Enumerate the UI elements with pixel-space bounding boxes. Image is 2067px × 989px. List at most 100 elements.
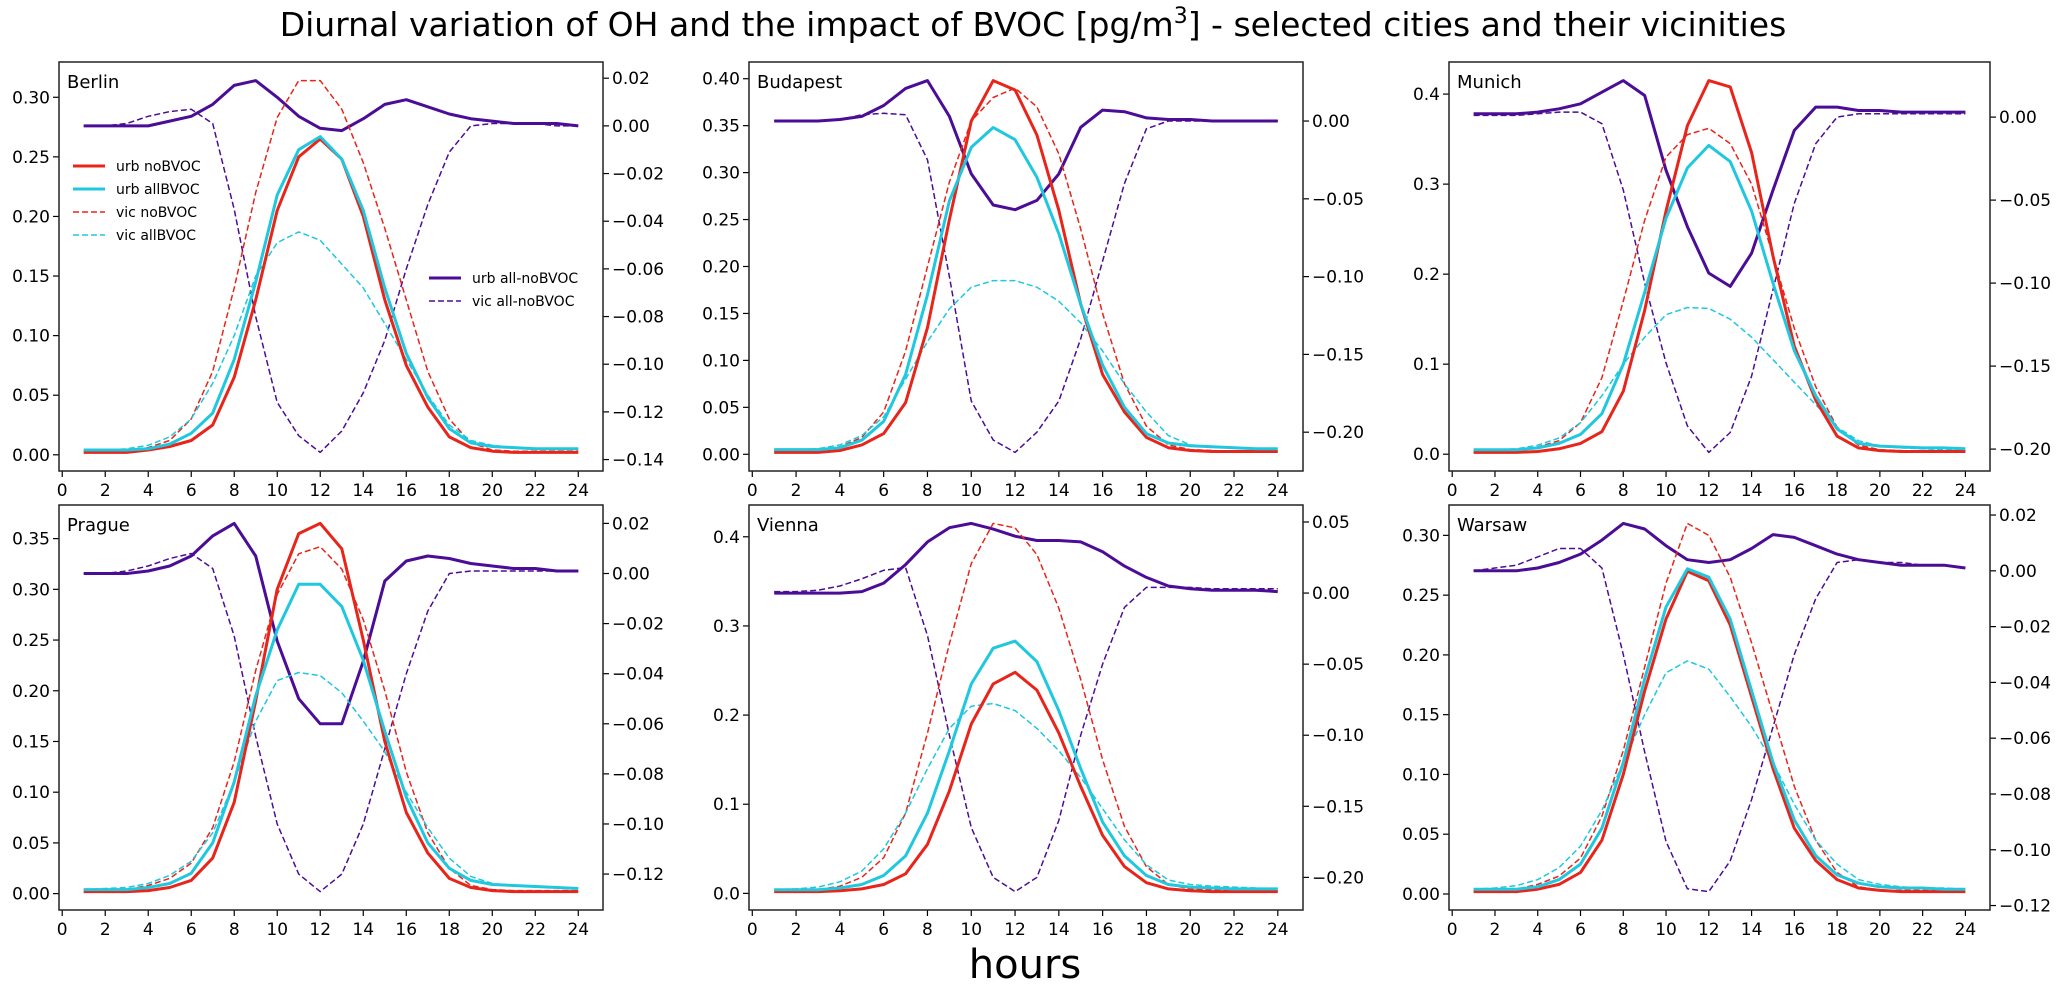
- x-tick-label: 14: [1048, 920, 1070, 940]
- right-y-tick-label: 0.00: [1999, 562, 2037, 582]
- series-line-vic-diff: [1473, 547, 1966, 893]
- x-tick-label: 20: [1179, 920, 1201, 940]
- series-line-urb-diff: [1473, 79, 1966, 288]
- x-tick-label: 10: [960, 920, 982, 940]
- right-y-tick-label: −0.10: [1312, 268, 1364, 288]
- left-y-tick-label: 0.30: [702, 164, 740, 184]
- x-tick-label: 8: [922, 920, 933, 940]
- x-tick-label: 22: [524, 920, 546, 940]
- left-y-tick-label: 0.05: [1402, 825, 1440, 845]
- legend-label: vic noBVOC: [116, 205, 197, 221]
- x-tick-label: 4: [1532, 481, 1543, 501]
- left-y-tick-label: 0.25: [1402, 586, 1440, 606]
- chart-title-suffix: ] - selected cities and their vicinities: [1188, 5, 1787, 44]
- x-tick-label: 14: [1048, 481, 1070, 501]
- x-tick-label: 0: [57, 481, 68, 501]
- x-tick-label: 4: [143, 920, 154, 940]
- right-y-tick-label: −0.04: [1999, 673, 2051, 693]
- x-tick-label: 8: [229, 920, 240, 940]
- series-line-urb-allBVOC: [1473, 567, 1966, 891]
- left-y-tick-label: 0.1: [713, 795, 740, 815]
- series-line-urb-allBVOC: [774, 639, 1278, 892]
- right-y-tick-label: −0.02: [1999, 618, 2051, 638]
- right-y-tick-label: −0.02: [612, 165, 664, 185]
- right-y-tick-label: 0.05: [1312, 513, 1350, 533]
- legend-left: urb noBVOC urb allBVOC vic noBVOC vic allBV…: [73, 159, 201, 244]
- x-tick-label: 20: [481, 481, 503, 501]
- x-tick-label: 12: [1698, 481, 1720, 501]
- x-tick-label: 20: [1869, 920, 1891, 940]
- right-y-tick-label: −0.04: [612, 212, 664, 232]
- x-tick-label: 16: [1784, 920, 1806, 940]
- left-y-tick-label: 0.20: [702, 258, 740, 278]
- right-y-tick-label: 0.00: [612, 565, 650, 585]
- x-tick-label: 18: [1826, 920, 1848, 940]
- left-y-tick-label: 0.35: [12, 530, 50, 550]
- left-y-tick-label: 0.10: [702, 351, 740, 371]
- left-y-tick-label: 0.25: [12, 148, 50, 168]
- series-line-urb-diff: [774, 79, 1278, 212]
- left-y-tick-label: 0.15: [12, 267, 50, 287]
- right-y-tick-label: −0.10: [1999, 841, 2051, 861]
- series-line-vic-allBVOC: [774, 702, 1278, 891]
- left-y-tick-label: 0.30: [12, 88, 50, 108]
- x-axis-label: hours: [969, 942, 1081, 988]
- x-tick-label: 0: [1447, 481, 1458, 501]
- series-line-urb-noBVOC: [1473, 79, 1966, 454]
- panel-warsaw: 0 2 4 6 8 10 12 14 16 18 20 22 240.000.050.100.150.2…: [1402, 504, 2051, 940]
- series-line-vic-diff: [774, 566, 1278, 893]
- right-y-tick-label: −0.05: [1312, 190, 1364, 210]
- left-y-tick-label: 0.3: [713, 617, 740, 637]
- panel-title: Vienna: [757, 515, 819, 536]
- series-group: [83, 79, 579, 454]
- left-y-tick-label: 0.25: [12, 631, 50, 651]
- right-y-tick-label: 0.02: [1999, 506, 2037, 526]
- left-y-tick-label: 0.00: [702, 445, 740, 465]
- x-tick-label: 6: [1575, 920, 1586, 940]
- series-line-vic-diff: [83, 552, 579, 893]
- right-y-tick-label: −0.04: [612, 665, 664, 685]
- x-tick-label: 6: [1575, 481, 1586, 501]
- legend-label: vic allBVOC: [116, 228, 196, 244]
- x-tick-label: 10: [266, 920, 288, 940]
- left-y-tick-label: 0.10: [12, 783, 50, 803]
- right-y-tick-label: 0.00: [1312, 112, 1350, 132]
- left-y-tick-label: 0.15: [702, 304, 740, 324]
- panel-prague: 0 2 4 6 8 10 12 14 16 18 20 22 240.000.050.100.150.2…: [12, 504, 664, 940]
- legend-label: urb allBVOC: [116, 182, 200, 198]
- series-group: [774, 79, 1278, 454]
- series-line-vic-diff: [1473, 111, 1966, 454]
- left-y-tick-label: 0.00: [12, 446, 50, 466]
- panel-vienna: 0 2 4 6 8 10 12 14 16 18 20 22 240.00.10.20.30.40.05…: [713, 504, 1364, 940]
- series-group: [1473, 79, 1966, 454]
- series-line-vic-allBVOC: [774, 279, 1278, 452]
- right-y-tick-label: −0.20: [1312, 868, 1364, 888]
- right-y-tick-label: −0.12: [612, 865, 664, 885]
- right-y-tick-label: 0.00: [1312, 584, 1350, 604]
- legend-right: urb all-noBVOC vic all-noBVOC: [429, 271, 578, 310]
- right-y-tick-label: −0.20: [1312, 423, 1364, 443]
- x-tick-label: 2: [1490, 481, 1501, 501]
- left-y-tick-label: 0.30: [12, 580, 50, 600]
- left-y-tick-label: 0.1: [1413, 355, 1440, 375]
- x-tick-label: 0: [57, 920, 68, 940]
- series-line-vic-diff: [83, 108, 579, 454]
- x-tick-label: 4: [834, 481, 845, 501]
- right-y-tick-label: −0.06: [612, 260, 664, 280]
- x-tick-label: 12: [309, 920, 331, 940]
- x-tick-label: 2: [791, 920, 802, 940]
- x-tick-label: 2: [791, 481, 802, 501]
- right-y-tick-label: 0.02: [612, 514, 650, 534]
- series-line-urb-allBVOC: [83, 582, 579, 892]
- x-tick-label: 6: [878, 920, 889, 940]
- x-tick-label: 14: [352, 481, 374, 501]
- x-tick-label: 12: [309, 481, 331, 501]
- x-tick-label: 22: [1912, 920, 1934, 940]
- series-line-urb-noBVOC: [1473, 569, 1966, 894]
- x-tick-label: 22: [1223, 481, 1245, 501]
- legend-label: urb all-noBVOC: [472, 271, 578, 287]
- right-y-tick-label: −0.14: [612, 451, 664, 471]
- x-tick-label: 16: [395, 481, 417, 501]
- plot-frame: [1448, 504, 1991, 911]
- left-y-tick-label: 0.0: [713, 884, 740, 904]
